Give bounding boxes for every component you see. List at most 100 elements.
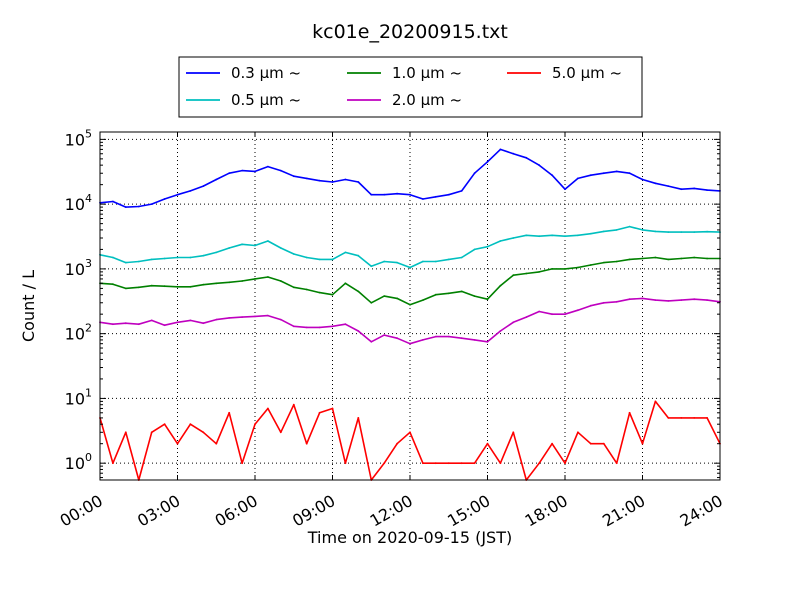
data-point — [150, 258, 153, 261]
data-point — [602, 261, 605, 264]
data-point — [589, 442, 592, 445]
data-point — [654, 256, 657, 259]
data-point — [163, 285, 166, 288]
data-point — [137, 323, 140, 326]
data-point — [344, 282, 347, 285]
data-point — [602, 172, 605, 175]
data-point — [589, 304, 592, 307]
data-point — [396, 192, 398, 195]
data-point — [641, 229, 644, 231]
data-point — [628, 225, 631, 228]
data-point — [628, 172, 631, 175]
data-point — [189, 423, 192, 426]
data-point — [137, 286, 140, 289]
data-point — [499, 284, 502, 287]
legend-label: 0.3 µm ~ — [231, 64, 301, 82]
data-point — [176, 193, 179, 196]
data-point — [176, 256, 179, 259]
data-point — [241, 280, 244, 282]
data-point — [112, 256, 114, 259]
data-point — [370, 340, 373, 343]
data-point — [331, 293, 334, 296]
data-point — [370, 301, 373, 304]
data-point — [202, 283, 205, 286]
data-point — [615, 462, 618, 465]
data-point — [124, 261, 127, 264]
data-point — [292, 253, 295, 255]
data-point — [564, 313, 566, 316]
data-point — [589, 174, 592, 177]
data-point — [460, 337, 463, 340]
chart-title: kc01e_20200915.txt — [312, 21, 508, 43]
data-point — [137, 205, 140, 208]
legend-label: 5.0 µm ~ — [552, 64, 622, 82]
data-point — [499, 462, 502, 465]
data-point — [577, 309, 579, 312]
data-point — [680, 257, 683, 260]
data-point — [589, 232, 592, 235]
data-point — [667, 417, 670, 419]
data-point — [189, 256, 192, 259]
data-point — [254, 170, 256, 173]
data-point — [499, 148, 502, 151]
data-point — [409, 431, 411, 434]
data-point — [163, 423, 166, 426]
data-point — [512, 237, 515, 239]
data-point — [112, 323, 114, 326]
data-point — [241, 169, 244, 172]
data-point — [460, 256, 463, 259]
data-point — [680, 417, 683, 419]
data-point — [150, 319, 153, 322]
data-point — [693, 417, 696, 419]
data-point — [254, 278, 256, 280]
data-point — [538, 235, 541, 238]
data-point — [344, 462, 347, 465]
data-point — [383, 295, 386, 297]
data-point — [254, 244, 256, 247]
data-point — [215, 178, 218, 181]
data-point — [279, 280, 282, 282]
data-point — [370, 193, 373, 196]
data-point — [396, 337, 398, 340]
data-point — [422, 339, 424, 341]
data-point — [486, 298, 489, 301]
data-point — [189, 285, 192, 288]
data-point — [551, 268, 553, 270]
data-point — [267, 240, 269, 242]
data-point — [460, 462, 463, 465]
data-point — [318, 179, 321, 182]
data-point — [615, 170, 618, 173]
data-point — [667, 258, 670, 261]
data-point — [628, 298, 631, 301]
data-point — [202, 185, 205, 188]
data-point — [706, 299, 708, 301]
data-point — [551, 313, 553, 316]
data-point — [667, 300, 670, 302]
data-point — [667, 185, 670, 188]
data-point — [434, 462, 437, 465]
data-point — [473, 462, 476, 465]
data-point — [693, 298, 696, 301]
data-point — [150, 431, 153, 434]
data-point — [409, 266, 411, 269]
data-point — [693, 231, 696, 234]
data-point — [396, 297, 398, 300]
data-point — [434, 260, 437, 263]
data-point — [292, 286, 295, 289]
data-point — [202, 322, 205, 325]
data-point — [112, 462, 114, 465]
data-point — [577, 431, 579, 434]
data-point — [344, 323, 347, 326]
data-point — [667, 231, 670, 234]
data-point — [499, 330, 502, 332]
data-point — [305, 256, 308, 259]
data-point — [292, 325, 295, 328]
data-point — [706, 189, 708, 192]
data-point — [538, 271, 541, 273]
data-point — [447, 462, 450, 465]
data-point — [654, 400, 657, 403]
data-point — [318, 258, 321, 261]
data-point — [396, 261, 398, 264]
data-point — [267, 407, 269, 410]
